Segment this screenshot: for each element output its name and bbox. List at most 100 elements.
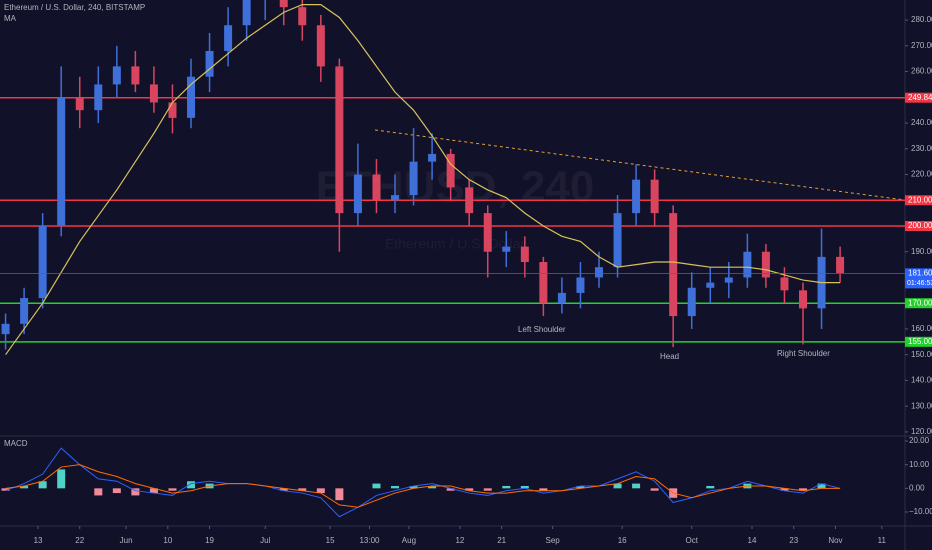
candle-body	[595, 267, 604, 278]
macd-histogram-bar	[372, 483, 381, 489]
macd-line	[5, 464, 841, 508]
x-tick-label: 13:00	[359, 536, 380, 545]
candle-body	[224, 25, 233, 51]
x-tick-label: 22	[75, 536, 84, 545]
candle-body	[391, 195, 400, 201]
candle-body	[687, 287, 696, 317]
candle-body	[353, 174, 362, 214]
level-label-box	[905, 195, 932, 206]
macd-histogram-bar	[799, 488, 808, 491]
x-tick-label: Jun	[120, 536, 133, 545]
x-tick-label: Aug	[402, 536, 416, 545]
candle-body	[557, 292, 566, 304]
candle-body	[465, 187, 474, 214]
macd-histogram-bar	[780, 488, 789, 491]
macd-line	[5, 447, 841, 518]
candle-body	[316, 25, 325, 67]
level-label-box	[905, 298, 932, 309]
level-label: 155.00	[908, 337, 932, 346]
macd-histogram-bar	[149, 488, 158, 494]
macd-histogram-bar	[316, 488, 325, 494]
macd-histogram-bar	[1, 488, 10, 491]
x-tick-label: 23	[789, 536, 798, 545]
candle-body	[632, 179, 641, 214]
x-tick-label: 21	[497, 536, 506, 545]
x-tick-label: 16	[618, 536, 627, 545]
candle-body	[761, 251, 770, 278]
candle-body	[836, 256, 845, 274]
y-tick-label: 230.00	[911, 144, 932, 153]
macd-histogram-bar	[168, 488, 177, 491]
y-tick-label: −10.00	[909, 507, 932, 516]
macd-histogram-bar	[112, 488, 121, 494]
y-tick-label: 150.00	[911, 350, 932, 359]
macd-title: MACD	[4, 439, 28, 448]
candle-body	[38, 225, 47, 299]
y-tick-label: 270.00	[911, 41, 932, 50]
macd-histogram-bar	[613, 483, 622, 489]
macd-histogram-bar	[57, 469, 66, 489]
candle-body	[168, 102, 177, 118]
candle-body	[131, 66, 140, 85]
macd-histogram-bar	[335, 488, 344, 501]
y-tick-label: 120.00	[911, 427, 932, 436]
x-tick-label: Nov	[828, 536, 842, 545]
candle-body	[576, 277, 585, 293]
y-tick-label: 10.00	[909, 460, 930, 469]
macd-histogram-bar	[817, 483, 826, 489]
y-tick-label: 160.00	[911, 324, 932, 333]
y-tick-label: 260.00	[911, 67, 932, 76]
macd-histogram-bar	[131, 488, 140, 496]
candle-body	[242, 0, 251, 26]
x-tick-label: Sep	[546, 536, 561, 545]
macd-histogram-bar	[483, 488, 492, 491]
x-tick-label: 11	[878, 536, 887, 545]
macd-histogram-bar	[576, 485, 585, 489]
candle-body	[372, 174, 381, 201]
y-tick-label: 190.00	[911, 247, 932, 256]
last-price-box	[905, 268, 932, 289]
macd-histogram-bar	[428, 485, 437, 489]
macd-histogram-bar	[650, 488, 659, 491]
macd-histogram-bar	[409, 485, 418, 489]
candle-body	[724, 277, 733, 283]
macd-histogram-bar	[446, 488, 455, 491]
candle-body	[94, 84, 103, 111]
y-tick-label: 220.00	[911, 170, 932, 179]
candle-body	[743, 251, 752, 278]
candle-body	[520, 246, 529, 263]
candle-body	[613, 213, 622, 268]
x-tick-label: 19	[205, 536, 214, 545]
macd-histogram-bar	[187, 481, 196, 489]
macd-histogram-bar	[298, 488, 307, 491]
y-tick-label: 20.00	[909, 436, 930, 445]
candle-body	[650, 179, 659, 214]
x-tick-label: 13	[34, 536, 43, 545]
level-label-box	[905, 92, 932, 103]
macd-histogram-bar	[20, 485, 29, 489]
candle-body	[706, 282, 715, 288]
level-label: 210.00	[908, 195, 932, 204]
macd-histogram-bar	[632, 483, 641, 489]
candle-body	[112, 66, 121, 85]
last-price-label: 181.60	[908, 268, 932, 277]
candle-body	[187, 76, 196, 118]
x-tick-label: 14	[748, 536, 757, 545]
candle-body	[298, 7, 307, 26]
macd-histogram-bar	[465, 488, 474, 491]
indicator-label: MA	[4, 14, 17, 23]
chart-title: Ethereum / U.S. Dollar, 240, BITSTAMP	[4, 3, 145, 12]
y-tick-label: 130.00	[911, 401, 932, 410]
y-tick-label: 0.00	[909, 483, 925, 492]
candle-body	[502, 246, 511, 252]
x-tick-label: 15	[326, 536, 335, 545]
candle-body	[205, 50, 214, 77]
candle-body	[780, 277, 789, 291]
level-label: 200.00	[908, 221, 932, 230]
trendline	[374, 129, 906, 201]
candle-body	[446, 153, 455, 188]
y-tick-label: 140.00	[911, 376, 932, 385]
candle-body	[20, 298, 29, 324]
